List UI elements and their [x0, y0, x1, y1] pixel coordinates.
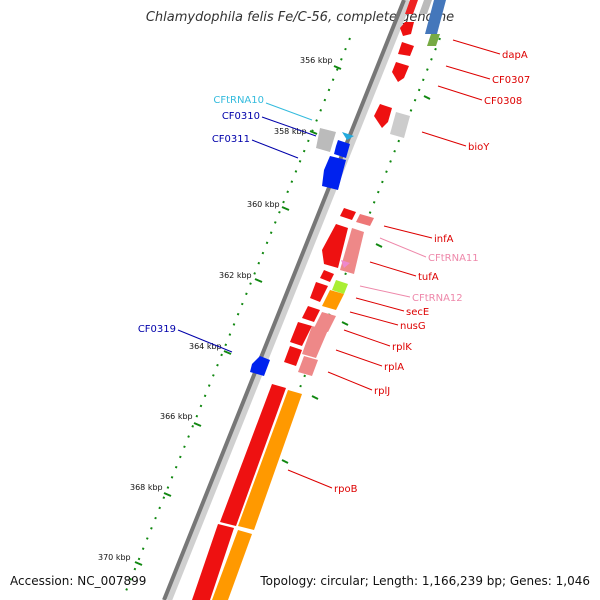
- tick-label: 366 kbp: [160, 412, 193, 421]
- genome-backbone: [162, 0, 406, 600]
- gene-label-rplK[interactable]: rplK: [392, 342, 412, 353]
- gene-tufA[interactable]: [322, 224, 348, 268]
- tick-label: 370 kbp: [98, 553, 131, 562]
- gene-label-CFtRNA12[interactable]: CFtRNA12: [412, 293, 463, 304]
- gene-label-CF0308[interactable]: CF0308: [484, 96, 522, 107]
- gene-feature[interactable]: [212, 530, 252, 600]
- tick-label: 364 kbp: [189, 342, 222, 351]
- gene-label-CF0310[interactable]: CF0310: [222, 111, 260, 122]
- tick-label: 362 kbp: [219, 271, 252, 280]
- gene-feature[interactable]: [298, 356, 318, 376]
- gene-feature[interactable]: [238, 390, 302, 530]
- tick-label: 368 kbp: [130, 483, 163, 492]
- tick-label: 360 kbp: [247, 200, 280, 209]
- gene-rplJ[interactable]: [284, 346, 302, 366]
- gene-label-CFtRNA11[interactable]: CFtRNA11: [428, 253, 479, 264]
- tick-mark: [423, 95, 431, 100]
- tick-mark: [281, 459, 289, 464]
- gene-CF0311[interactable]: [322, 156, 346, 190]
- gene-secE[interactable]: [320, 270, 334, 282]
- tick-mark: [333, 65, 342, 70]
- tick-mark: [134, 561, 143, 566]
- gene-rplA[interactable]: [290, 322, 312, 346]
- gene-bioY[interactable]: [374, 104, 392, 128]
- gene-CF0310[interactable]: [334, 140, 350, 158]
- tick-mark: [254, 278, 263, 283]
- gene-CF0307[interactable]: [392, 62, 409, 82]
- gene-label-rplJ[interactable]: rplJ: [374, 386, 390, 397]
- gene-nusG[interactable]: [310, 282, 328, 302]
- gene-label-CF0307[interactable]: CF0307: [492, 75, 530, 86]
- tick-mark: [223, 350, 232, 355]
- accession-text: Accession: NC_007899: [10, 574, 147, 588]
- gene-infA[interactable]: [340, 208, 356, 220]
- gene-label-infA[interactable]: infA: [434, 234, 454, 245]
- tick-mark: [375, 243, 383, 248]
- kbp-ticks: 356 kbp 358 kbp 360 kbp 362 kbp 364 kbp …: [98, 56, 431, 566]
- gene-feature[interactable]: [302, 326, 328, 358]
- gene-feature[interactable]: [419, 0, 432, 14]
- gene-CFtRNA11[interactable]: [341, 260, 350, 268]
- gene-label-CF0311[interactable]: CF0311: [212, 134, 250, 145]
- forward-strand-features: [192, 0, 446, 600]
- tick-mark: [193, 422, 202, 427]
- gene-label-rpoB[interactable]: rpoB: [334, 484, 358, 495]
- gene-CF0308[interactable]: [390, 112, 410, 138]
- gene-CFtRNA10[interactable]: [316, 128, 336, 152]
- backbone-shadow: [164, 0, 412, 600]
- gene-feature[interactable]: [314, 312, 336, 332]
- tick-label: 358 kbp: [274, 127, 307, 136]
- gene-label-CF0319[interactable]: CF0319: [138, 324, 176, 335]
- label-leaders: [177, 39, 501, 489]
- gene-dapA[interactable]: [400, 22, 414, 36]
- map-title: Chlamydophila felis Fe/C-56, complete ge…: [145, 10, 455, 25]
- tick-mark: [341, 321, 349, 326]
- gene-feature[interactable]: [427, 34, 440, 46]
- gene-rplK[interactable]: [302, 306, 320, 322]
- gene-feature[interactable]: [425, 0, 446, 34]
- gene-CFtRNA12[interactable]: [332, 280, 348, 294]
- gene-label-CFtRNA10[interactable]: CFtRNA10: [213, 95, 264, 106]
- gene-label-dapA[interactable]: dapA: [502, 50, 528, 61]
- gene-label-secE[interactable]: secE: [406, 307, 429, 318]
- gene-feature[interactable]: [356, 214, 374, 226]
- tick-mark: [163, 492, 172, 497]
- gene-label-bioY[interactable]: bioY: [468, 142, 490, 153]
- gene-label-nusG[interactable]: nusG: [400, 321, 426, 332]
- gene-feature[interactable]: [398, 42, 414, 56]
- topology-text: Topology: circular; Length: 1,166,239 bp…: [260, 574, 590, 588]
- tick-mark: [281, 206, 290, 211]
- tick-label: 356 kbp: [300, 56, 333, 65]
- tick-mark: [309, 130, 318, 135]
- reverse-strand-features: [250, 128, 354, 376]
- gene-feature[interactable]: [405, 0, 418, 14]
- gene-label-tufA[interactable]: tufA: [418, 272, 439, 283]
- tick-mark: [311, 395, 319, 400]
- gene-labels: dapA CF0307 CF0308 bioY infA CFtRNA11 tu…: [138, 50, 530, 495]
- gene-label-rplA[interactable]: rplA: [384, 362, 404, 373]
- gene-feature[interactable]: [192, 524, 234, 600]
- gene-CF0319[interactable]: [250, 356, 270, 376]
- gene-feature[interactable]: [342, 132, 354, 140]
- gene-rpoB[interactable]: [220, 384, 286, 526]
- gene-feature[interactable]: [322, 290, 344, 310]
